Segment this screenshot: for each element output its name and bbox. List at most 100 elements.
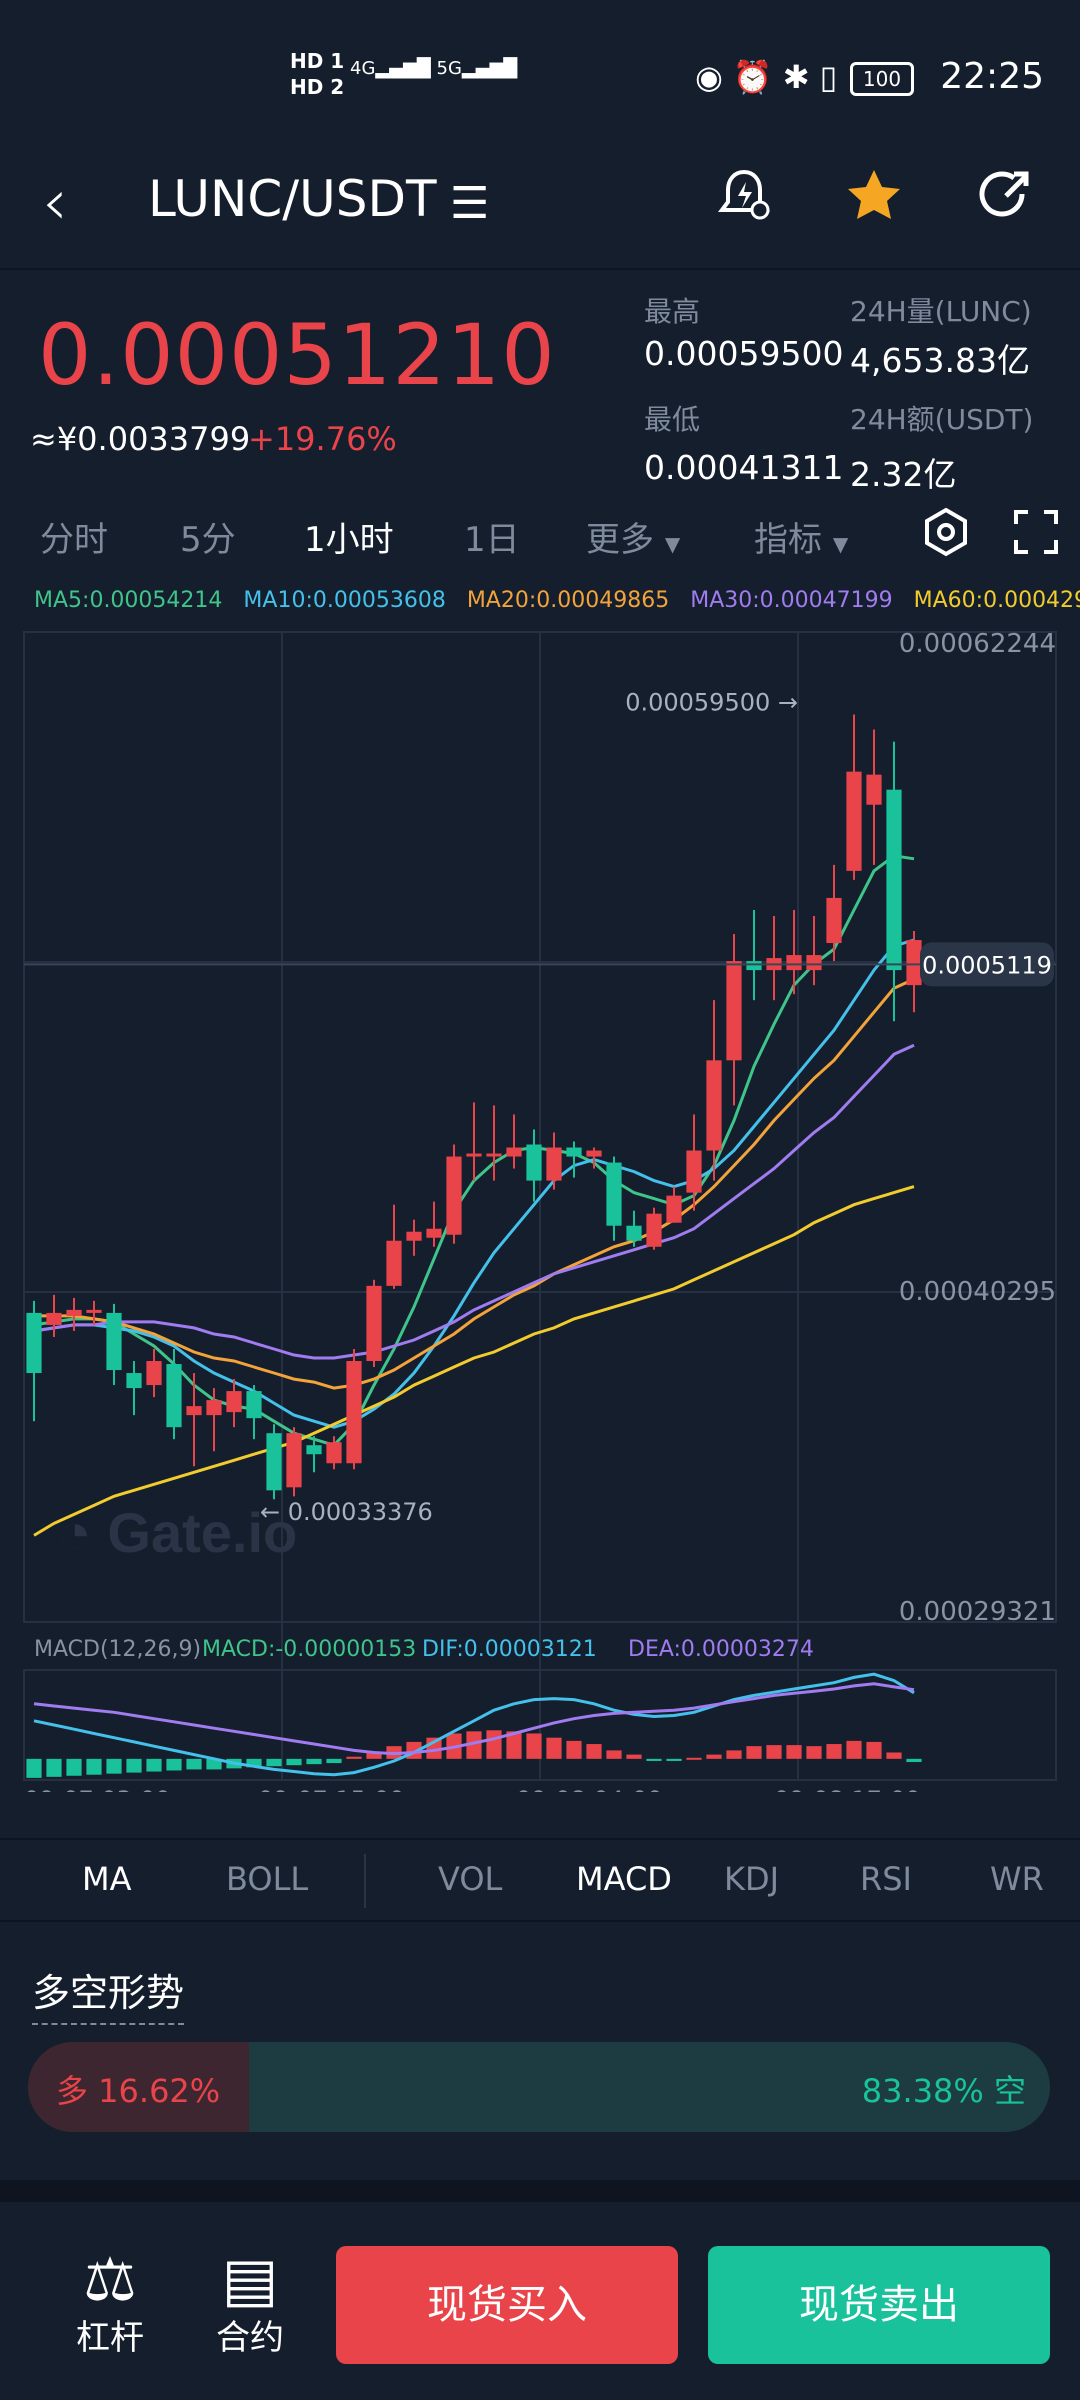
battery-icon: 100 <box>850 62 914 96</box>
candle-body <box>246 1391 262 1419</box>
bottom-bar: ⚖ 杠杆 ▤ 合约 现货买入 现货卖出 <box>0 2202 1080 2400</box>
macd-hist-bar <box>886 1752 902 1759</box>
ind-rsi[interactable]: RSI <box>860 1860 912 1898</box>
ind-ma[interactable]: MA <box>82 1860 132 1898</box>
chart-settings-icon[interactable] <box>920 506 972 567</box>
tab-more[interactable]: 更多 ▼ <box>586 512 680 561</box>
macd-hist-bar <box>506 1731 522 1759</box>
candle-body <box>486 1153 502 1157</box>
indicator-divider <box>364 1854 366 1908</box>
timeframe-tabs: 分时 5分 1小时 1日 更多 ▼ 指标 ▼ <box>0 507 1080 568</box>
ind-kdj[interactable]: KDJ <box>724 1860 780 1898</box>
price-alert-icon[interactable] <box>712 164 776 242</box>
candle-body <box>226 1391 242 1413</box>
candle-body <box>806 955 822 971</box>
ma-line-ma60 <box>33 1185 915 1537</box>
favorite-star-icon[interactable] <box>842 164 906 242</box>
candle-body <box>26 1312 42 1374</box>
vibrate-icon: ▯ <box>819 58 848 96</box>
spot-buy-button[interactable]: 现货买入 <box>336 2246 678 2364</box>
y-tick-label: 0.00040295 <box>899 1277 1056 1307</box>
fullscreen-icon[interactable] <box>1012 508 1060 565</box>
back-icon[interactable]: ‹ <box>42 166 68 240</box>
tab-1hour[interactable]: 1小时 <box>304 520 394 560</box>
macd-legend-item: MACD:-0.00000153 <box>202 1637 416 1662</box>
x-axis-label: 09-07 15:00 <box>258 1786 405 1792</box>
y-tick-label: 0.00029321 <box>899 1597 1056 1627</box>
tab-timeline[interactable]: 分时 <box>40 520 108 560</box>
kline-chart-svg: ◔ Gate.io 0.00062244 0.00040295 0.00029321 0… <box>23 629 1057 1814</box>
candle-body <box>606 1162 622 1226</box>
ind-boll[interactable]: BOLL <box>226 1860 309 1898</box>
ind-wr[interactable]: WR <box>990 1860 1044 1898</box>
sentiment-bar: 多 16.62% 83.38% 空 <box>28 2042 1050 2132</box>
candle-body <box>506 1147 522 1157</box>
leverage-nav[interactable]: ⚖ 杠杆 <box>76 2250 144 2359</box>
header: ‹ LUNC/USDT ☰ <box>0 150 1080 270</box>
macd-hist-bar <box>66 1758 82 1776</box>
spot-sell-button[interactable]: 现货卖出 <box>708 2246 1050 2364</box>
amt-value: 2.32亿 <box>850 455 957 494</box>
tab-more-label: 更多 <box>586 520 654 560</box>
low-label: 最低 <box>644 403 701 436</box>
tab-5min[interactable]: 5分 <box>180 520 236 560</box>
ma-line-ma20 <box>34 977 915 1390</box>
alarm-icon: ⏰ <box>732 58 783 96</box>
tab-1day[interactable]: 1日 <box>464 520 520 560</box>
macd-hist-bar <box>186 1758 202 1770</box>
macd-legend-item: MACD(12,26,9) <box>34 1637 201 1662</box>
price-cny: ≈¥0.0033799 <box>30 420 251 458</box>
macd-dea-line <box>33 1682 915 1756</box>
candle-body <box>266 1433 282 1491</box>
bluetooth-icon: ✱ <box>782 58 820 96</box>
candle-body <box>146 1361 162 1386</box>
macd-hist-bar <box>486 1730 502 1759</box>
high-label: 最高 <box>644 295 701 328</box>
current-price-tag: 0.0005119 <box>922 951 1052 979</box>
macd-hist-bar <box>906 1758 922 1763</box>
ma5-legend: MA5:0.00054214 <box>34 588 223 613</box>
pair-title[interactable]: LUNC/USDT <box>148 170 437 228</box>
current-price-tag-bg <box>920 942 1054 987</box>
hd2-label: HD 2 <box>290 75 345 99</box>
chevron-down-icon: ▼ <box>664 532 681 556</box>
candle-body <box>466 1153 482 1157</box>
share-icon[interactable] <box>972 164 1036 242</box>
pair-menu-icon[interactable]: ☰ <box>450 178 490 229</box>
macd-hist-bar <box>546 1737 562 1759</box>
candle-body <box>386 1240 402 1286</box>
macd-hist-bar <box>606 1750 622 1759</box>
ind-macd[interactable]: MACD <box>576 1860 672 1898</box>
contract-nav[interactable]: ▤ 合约 <box>216 2250 284 2359</box>
macd-hist-bar <box>266 1758 282 1767</box>
ma10-legend: MA10:0.00053608 <box>243 588 446 613</box>
macd-hist-bar <box>366 1752 382 1759</box>
candle-body <box>286 1433 302 1488</box>
macd-hist-bar <box>866 1741 882 1759</box>
macd-hist-bar <box>286 1758 302 1766</box>
hd1-label: HD 1 <box>290 49 345 73</box>
candle-body <box>166 1364 182 1428</box>
x-axis-label: 09-08 17:00 <box>774 1786 921 1792</box>
candle-body <box>866 774 882 805</box>
macd-hist-bar <box>686 1757 702 1760</box>
vol-value: 4,653.83亿 <box>850 341 1030 380</box>
last-price: 0.00051210 <box>38 306 556 404</box>
candle-body <box>446 1156 462 1235</box>
price-change: +19.76% <box>248 420 397 458</box>
macd-hist-bar <box>166 1758 182 1771</box>
ma-line-ma30 <box>33 1043 915 1360</box>
candle-body <box>646 1213 662 1247</box>
macd-hist-bar <box>326 1758 342 1764</box>
ind-vol[interactable]: VOL <box>438 1860 503 1898</box>
indicator-tabs: MA BOLL VOL MACD KDJ RSI WR <box>0 1838 1080 1922</box>
document-icon: ▤ <box>221 2245 279 2315</box>
macd-legend-item: DEA:0.00003274 <box>628 1637 814 1662</box>
macd-hist-bar <box>766 1745 782 1759</box>
candle-body <box>546 1147 562 1181</box>
candle-body <box>526 1144 542 1181</box>
macd-hist-bar <box>146 1758 162 1772</box>
tab-indicators[interactable]: 指标 ▼ <box>754 512 848 561</box>
candle-body <box>106 1312 122 1371</box>
kline-chart[interactable]: ◔ Gate.io 0.00062244 0.00040295 0.00029321 0… <box>0 612 1080 1814</box>
